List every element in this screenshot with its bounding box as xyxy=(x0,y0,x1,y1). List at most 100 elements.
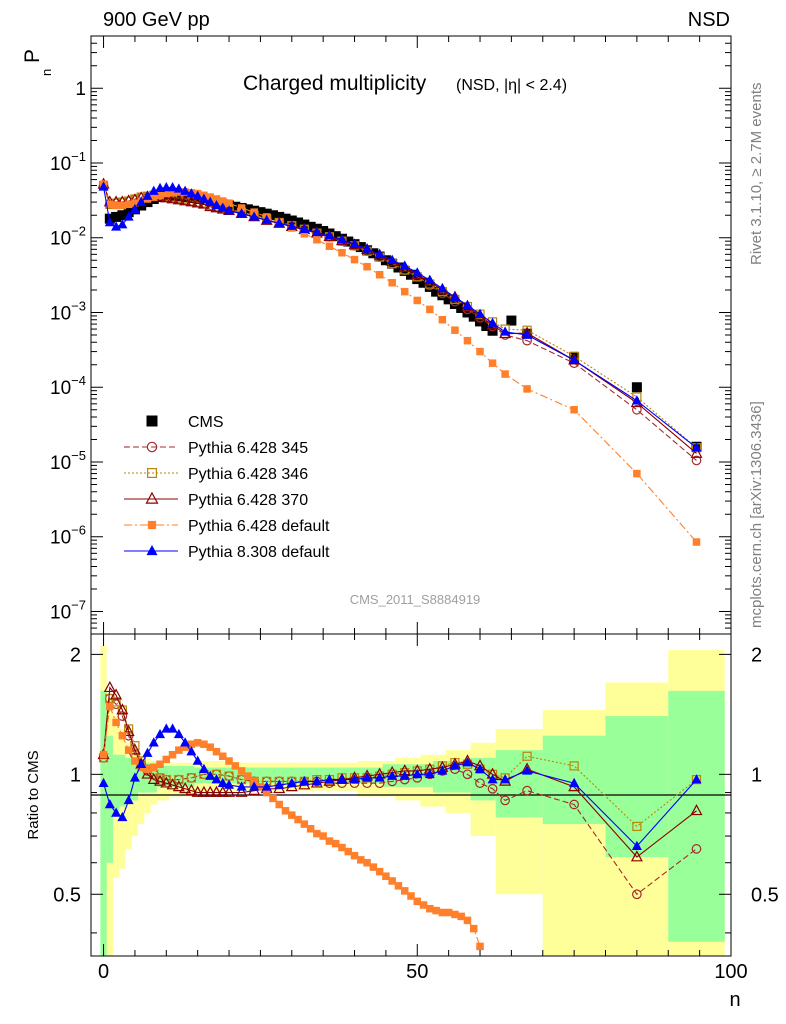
ratio-point-pythia-8-308-default xyxy=(437,765,448,775)
data-point-pythia-8-308-default xyxy=(387,254,398,264)
data-point-pythia-8-308-default xyxy=(374,248,385,259)
data-point-pythia-8-308-default xyxy=(522,329,533,339)
ratio-point-pythia-6-428-default xyxy=(451,910,459,919)
data-point-pythia-8-308-default xyxy=(424,274,435,285)
legend-label-pythia-6-428-370: Pythia 6.428 370 xyxy=(188,492,308,509)
data-point-pythia-6-428-default xyxy=(350,255,359,264)
ratio-point-pythia-6-428-default xyxy=(149,763,158,772)
ratio-point-pythia-6-428-346 xyxy=(569,761,579,771)
data-point-pythia-6-428-370 xyxy=(172,193,185,205)
data-point-pythia-6-428-default xyxy=(219,197,227,205)
legend-label-pythia-6-428-346: Pythia 6.428 346 xyxy=(188,466,308,483)
ratio-point-pythia-6-428-default xyxy=(319,832,327,840)
data-point-cms xyxy=(242,204,253,215)
data-point-pythia-6-428-default xyxy=(124,200,133,209)
ratio-point-pythia-6-428-370 xyxy=(179,781,192,794)
data-point-cms xyxy=(406,269,416,280)
ratio-point-pythia-6-428-default xyxy=(388,877,396,885)
data-point-pythia-8-308-default xyxy=(336,234,347,244)
ratio-point-pythia-8-308-default xyxy=(205,770,216,780)
data-point-pythia-8-308-default xyxy=(362,243,373,253)
ratio-point-pythia-8-308-default xyxy=(424,768,435,779)
y-tick-label: 10−4 xyxy=(50,373,86,399)
data-point-pythia-6-428-default xyxy=(451,326,459,334)
ratio-point-pythia-6-428-default xyxy=(457,912,465,921)
ratio-point-pythia-6-428-346 xyxy=(632,821,642,832)
ratio-point-pythia-6-428-default xyxy=(369,863,378,871)
main-y-tick-labels: 10−7 10−6 10−5 10−4 10−3 10−2 10−1 1 xyxy=(50,79,86,623)
ratio-point-pythia-6-428-345 xyxy=(462,769,473,780)
ratio-point-pythia-6-428-370 xyxy=(141,767,154,779)
ratio-point-pythia-6-428-default xyxy=(143,765,152,773)
ratio-point-pythia-6-428-345 xyxy=(487,783,498,794)
data-point-pythia-8-308-default xyxy=(311,226,322,237)
ratio-frame xyxy=(90,633,732,957)
data-point-cms xyxy=(305,221,316,232)
analysis-id: CMS_2011_S8884919 xyxy=(350,592,481,607)
process-label: NSD xyxy=(688,9,730,31)
data-point-pythia-8-308-default xyxy=(129,203,140,214)
y-tick-label: 10−1 xyxy=(50,149,86,175)
ratio-point-pythia-6-428-default xyxy=(262,788,271,797)
ratio-series-group xyxy=(97,680,703,951)
data-point-pythia-6-428-default xyxy=(338,248,346,257)
main-panel: 10−7 10−6 10−5 10−4 10−3 10−2 10−1 1 Charged mu… xyxy=(21,35,732,635)
data-point-pythia-6-428-default xyxy=(300,230,309,238)
ratio-point-pythia-6-428-345 xyxy=(691,844,702,854)
ratio-point-pythia-6-428-370 xyxy=(185,783,198,796)
legend-label-pythia-6-428-345: Pythia 6.428 345 xyxy=(188,440,308,457)
ratio-point-pythia-8-308-default xyxy=(387,770,398,780)
ratio-point-pythia-6-428-default xyxy=(432,906,440,915)
ratio-point-pythia-8-308-default xyxy=(349,774,360,784)
ratio-point-pythia-6-428-default xyxy=(106,702,114,711)
ratio-point-pythia-6-428-default xyxy=(382,872,390,880)
ratio-point-pythia-6-428-default xyxy=(99,750,108,759)
data-point-cms xyxy=(186,193,197,204)
data-point-pythia-8-308-default xyxy=(631,395,642,405)
ratio-point-pythia-6-428-default xyxy=(325,837,334,845)
ratio-y-tick-label: 1 xyxy=(70,764,81,786)
ratio-point-pythia-8-308-default xyxy=(449,760,460,770)
data-point-cms xyxy=(475,316,486,327)
data-point-pythia-8-308-default xyxy=(104,216,115,227)
data-point-cms xyxy=(330,231,341,242)
ratio-point-pythia-6-428-default xyxy=(244,772,252,780)
data-point-cms xyxy=(468,311,479,322)
ratio-point-pythia-8-308-default xyxy=(274,779,285,789)
ratio-point-pythia-6-428-default xyxy=(407,892,415,900)
ratio-point-pythia-6-428-default xyxy=(331,839,340,848)
band-inner xyxy=(119,754,126,807)
data-point-pythia-8-308-default xyxy=(500,326,511,336)
y-tick-label: 10−2 xyxy=(50,224,86,250)
ratio-point-pythia-8-308-default xyxy=(311,775,322,786)
y-tick-label: 10−7 xyxy=(50,597,86,623)
ratio-point-pythia-8-308-default xyxy=(399,770,410,780)
ratio-point-pythia-6-428-default xyxy=(476,942,484,951)
ratio-point-pythia-8-308-default xyxy=(569,777,580,787)
ratio-point-pythia-8-308-default xyxy=(192,755,203,765)
ratio-point-pythia-6-428-370 xyxy=(216,785,229,797)
ratio-point-pythia-6-428-default xyxy=(219,752,227,761)
ratio-y-tick-label: 2 xyxy=(70,644,81,666)
ratio-point-pythia-6-428-default xyxy=(306,825,315,833)
ratio-point-pythia-8-308-default xyxy=(462,757,473,767)
data-point-pythia-6-428-default xyxy=(149,193,158,201)
ratio-point-pythia-6-428-default xyxy=(156,760,164,768)
data-point-cms xyxy=(424,281,435,292)
ratio-point-pythia-6-428-default xyxy=(375,867,384,876)
legend-marker-pythia-8-308-default xyxy=(146,544,158,556)
ratio-point-pythia-6-428-346 xyxy=(111,697,121,707)
data-point-cms xyxy=(481,320,492,331)
ratio-point-pythia-6-428-default xyxy=(162,755,171,764)
ratio-point-pythia-6-428-default xyxy=(175,746,183,754)
band-inner xyxy=(112,754,120,813)
ratio-point-pythia-6-428-370 xyxy=(103,680,116,693)
data-point-pythia-8-308-default xyxy=(136,196,147,206)
legend-label-pythia-8-308-default: Pythia 8.308 default xyxy=(188,544,330,561)
data-point-pythia-6-428-370 xyxy=(204,199,217,212)
data-point-cms xyxy=(280,213,291,224)
rivet-label: Rivet 3.1.10, ≥ 2.7M events xyxy=(748,83,765,266)
ratio-point-pythia-8-308-default xyxy=(691,774,702,784)
data-point-pythia-8-308-default xyxy=(324,230,335,240)
data-point-pythia-8-308-default xyxy=(211,200,222,210)
